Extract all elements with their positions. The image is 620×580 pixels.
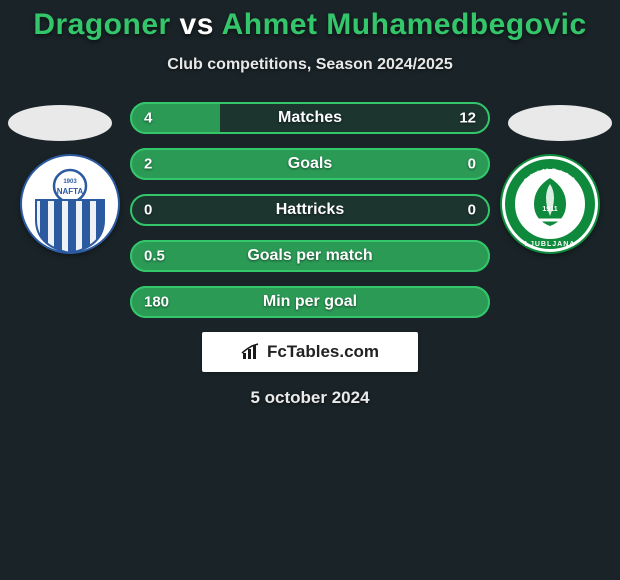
stat-left-value: 180 — [144, 294, 169, 311]
stat-right-value: 0 — [468, 156, 476, 173]
stat-label: Matches — [278, 109, 342, 127]
comparison-card: Dragoner vs Ahmet Muhamedbegovic Club co… — [0, 0, 620, 408]
svg-text:LJUBLJANA: LJUBLJANA — [525, 241, 576, 248]
svg-text:1903: 1903 — [63, 179, 77, 185]
stat-label: Goals — [288, 155, 332, 173]
brand-text: FcTables.com — [267, 342, 379, 362]
player1-club-logo: 1903 NAFTA — [20, 154, 120, 254]
stat-label: Hattricks — [276, 201, 344, 219]
player1-name: Dragoner — [33, 8, 170, 41]
vs-label: vs — [180, 8, 214, 41]
nafta-badge-icon: 1903 NAFTA — [20, 154, 120, 254]
olimpija-badge-icon: LJUBLJANA OLIMPIJA 1911 — [500, 154, 600, 254]
brand-box[interactable]: FcTables.com — [202, 332, 418, 372]
page-title: Dragoner vs Ahmet Muhamedbegovic — [0, 8, 620, 42]
date-label: 5 october 2024 — [0, 388, 620, 408]
stat-right-value: 12 — [459, 110, 476, 127]
stat-left-value: 0.5 — [144, 248, 165, 265]
stat-left-value: 4 — [144, 110, 152, 127]
svg-text:NAFTA: NAFTA — [57, 187, 84, 196]
svg-text:1911: 1911 — [542, 206, 557, 213]
player2-name: Ahmet Muhamedbegovic — [222, 8, 587, 41]
stats-area: 1903 NAFTA LJUBLJANA — [0, 102, 620, 318]
stat-left-value: 2 — [144, 156, 152, 173]
stat-left-value: 0 — [144, 202, 152, 219]
stat-row: 0.5 Goals per match — [130, 240, 490, 272]
stat-row: 0 Hattricks 0 — [130, 194, 490, 226]
stat-row: 4 Matches 12 — [130, 102, 490, 134]
player1-photo — [8, 105, 112, 141]
bar-chart-icon — [241, 343, 261, 361]
stat-label: Min per goal — [263, 293, 357, 311]
stat-label: Goals per match — [247, 247, 372, 265]
subtitle: Club competitions, Season 2024/2025 — [0, 56, 620, 74]
player2-club-logo: LJUBLJANA OLIMPIJA 1911 — [500, 154, 600, 254]
stat-rows: 4 Matches 12 2 Goals 0 0 Hattricks 0 0.5 Goals per… — [130, 102, 490, 318]
stat-row: 2 Goals 0 — [130, 148, 490, 180]
stat-row: 180 Min per goal — [130, 286, 490, 318]
stat-right-value: 0 — [468, 202, 476, 219]
player2-photo — [508, 105, 612, 141]
